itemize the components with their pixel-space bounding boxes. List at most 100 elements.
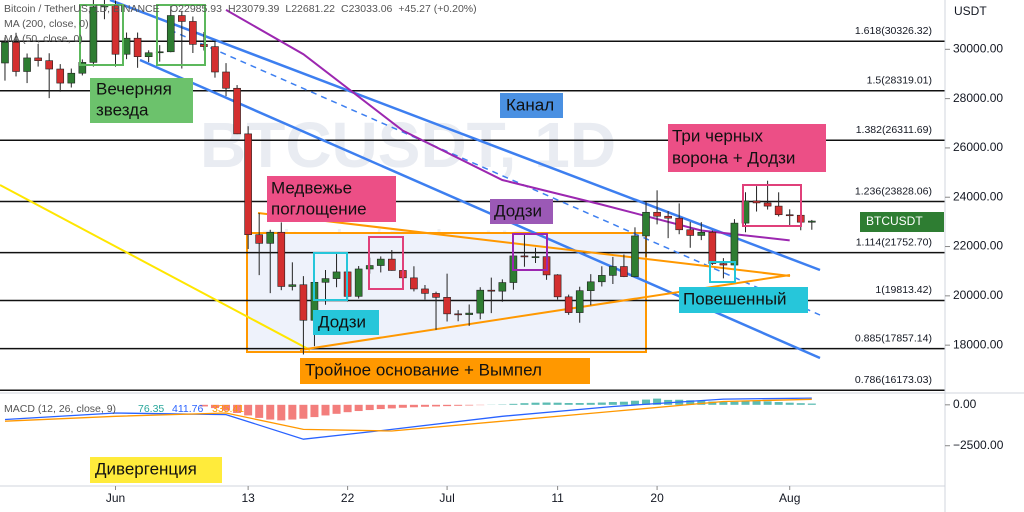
annotation-box	[668, 124, 826, 172]
highlight-box	[368, 236, 404, 290]
candle-body	[178, 15, 186, 22]
candle-body	[642, 211, 650, 237]
ohlc-value: C23033.06	[341, 3, 393, 15]
currency-label: USDT	[954, 4, 987, 18]
macd-histogram-bar	[730, 401, 739, 405]
highlight-box	[79, 4, 124, 66]
macd-histogram-bar	[697, 400, 706, 405]
macd-histogram-bar	[321, 404, 330, 416]
macd-histogram-bar	[619, 401, 628, 405]
annotation: Тройное основание + Вымпел	[305, 360, 542, 379]
annotation: Повешенный	[683, 289, 787, 308]
candle-body	[785, 214, 794, 217]
candle-body	[620, 266, 628, 277]
candle-body	[609, 266, 617, 276]
macd-histogram-bar	[398, 404, 407, 408]
macd-histogram-bar	[719, 402, 728, 405]
candle-body	[498, 282, 507, 292]
candle-body	[1, 41, 9, 64]
y-tick-label: 22000.00	[953, 239, 1003, 253]
candle-body	[664, 215, 672, 219]
candle-body	[133, 37, 142, 58]
candle-body	[564, 296, 573, 313]
macd-histogram-bar	[233, 404, 242, 413]
candle-body	[410, 277, 418, 290]
fib-label: 1.114(21752.70)	[856, 236, 932, 248]
candle-body	[321, 278, 330, 283]
annotation-box	[267, 176, 396, 222]
annotation: Три черных	[672, 126, 763, 145]
y-tick-label: 24000.00	[953, 189, 1003, 203]
macd-histogram-bar	[564, 403, 573, 405]
macd-histogram-bar	[332, 404, 341, 414]
annotation: ворона + Додзи	[672, 148, 795, 167]
macd-histogram-bar	[443, 404, 452, 407]
macd-histogram-bar	[222, 404, 231, 411]
candle-body	[686, 229, 695, 236]
x-tick-label: 22	[341, 491, 355, 505]
candle-body	[675, 217, 683, 231]
candle-body	[763, 202, 772, 207]
candle-body	[432, 293, 440, 298]
background-layer: BTCUSDT, 1D Bitcoin / TetherUS	[200, 109, 647, 353]
candle-body	[200, 44, 208, 47]
y-tick-label: 0.00	[953, 397, 977, 411]
trend-line	[0, 184, 311, 351]
macd-histogram-bar	[608, 402, 617, 405]
candle-body	[487, 289, 496, 292]
candle-body	[166, 15, 175, 53]
candle-body	[189, 21, 197, 45]
annotation-box	[90, 457, 222, 483]
channel-middle	[169, 29, 821, 316]
annotation: Дивергенция	[95, 459, 197, 478]
macd-histogram-bar	[509, 403, 518, 405]
candle-body	[708, 231, 717, 264]
macd-histogram-bar	[266, 404, 275, 420]
fib-label: 0.885(17857.14)	[855, 332, 932, 344]
highlight-box	[742, 184, 802, 227]
candle-body	[808, 220, 816, 223]
fib-label: 0.786(16173.03)	[855, 374, 932, 386]
ohlc-value: O22985.93	[170, 3, 222, 15]
candle-body	[421, 288, 429, 294]
highlights	[79, 4, 802, 301]
candle-body	[774, 205, 783, 216]
candle-body	[520, 255, 529, 258]
annotation: Вечерняя	[96, 79, 172, 98]
annotations: Вечерняя звезда Канал Три черных ворона …	[90, 78, 826, 483]
annotation: поглощение	[271, 199, 367, 218]
highlight-box	[313, 252, 348, 301]
annotation-box	[490, 199, 553, 224]
macd-histogram-bar	[288, 404, 297, 420]
candle-body	[719, 263, 728, 266]
candle-body	[12, 41, 20, 72]
candle-body	[144, 52, 153, 58]
annotation: звезда	[96, 100, 149, 119]
candle-body	[222, 71, 230, 89]
macd-histogram-bar	[642, 399, 651, 405]
macd-histogram-bar	[597, 402, 606, 405]
macd-histogram-bar	[653, 398, 662, 405]
candle-body	[586, 281, 595, 291]
macd-histogram-bar	[409, 404, 418, 408]
candle-body	[89, 6, 98, 63]
fib-label: 1.382(26311.69)	[856, 124, 932, 136]
y-tick-label: −2500.00	[953, 438, 1004, 452]
candle-body	[697, 231, 706, 236]
price-tag-symbol: BTCUSDT	[866, 214, 923, 228]
watermark: BTCUSDT, 1D	[200, 109, 616, 181]
x-tick-label: 11	[551, 491, 564, 505]
macd-histogram-bar	[365, 404, 374, 411]
candle-body	[23, 57, 31, 72]
fib-label: 1.5(28319.01)	[867, 75, 932, 87]
candle-body	[476, 289, 485, 314]
candle-body	[553, 274, 562, 298]
macd-histogram-bar	[376, 404, 385, 410]
macd-histogram-bar	[575, 403, 584, 405]
price-tag-value: 23033.06	[952, 213, 1002, 227]
macd-histogram-bar	[420, 404, 429, 407]
macd-histogram-bar	[354, 404, 363, 412]
macd-histogram-bar	[244, 404, 253, 416]
macd-histogram-bar	[542, 402, 551, 405]
